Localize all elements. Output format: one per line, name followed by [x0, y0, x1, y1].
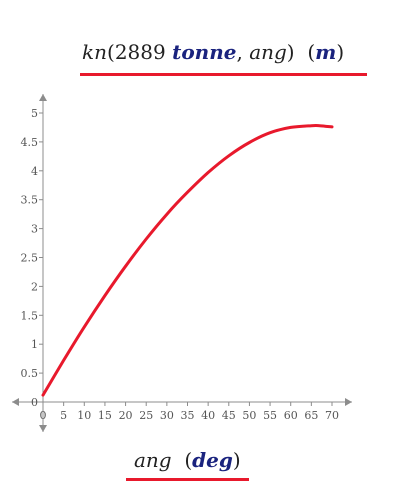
y-tick-label: 3.5 [21, 194, 39, 207]
y-label-unit-tonne: tonne [172, 40, 237, 64]
x-label-var: ang [134, 448, 172, 472]
y-label-close: ) [286, 40, 295, 64]
y-tick-label: 1 [31, 338, 38, 351]
y-axis-label: kn(2889 tonne, ang) (m) [82, 40, 344, 64]
x-axis-arrow-right [345, 398, 352, 406]
x-tick-label: 20 [119, 409, 133, 422]
y-axis-arrow-down [39, 425, 47, 432]
y-tick-label: 5 [31, 107, 38, 120]
y-label-unit: m [315, 40, 337, 64]
series-group [41, 124, 334, 397]
y-tick-label: 2.5 [21, 252, 39, 265]
x-label-unit: deg [192, 448, 233, 472]
y-tick-label: 4 [31, 165, 38, 178]
x-label-unit-open: ( [184, 448, 193, 472]
y-label-func: kn [82, 40, 107, 64]
series-line [41, 124, 334, 397]
y-label-open: ( [107, 40, 115, 64]
x-tick-label: 30 [160, 409, 174, 422]
x-tick-label: 35 [181, 409, 195, 422]
x-tick-label: 55 [263, 409, 277, 422]
chart-axes [12, 94, 352, 432]
y-tick-label: 0 [31, 396, 38, 409]
x-tick-label: 10 [77, 409, 91, 422]
x-tick-label: 65 [304, 409, 318, 422]
y-tick-label: 2 [31, 280, 38, 293]
x-label-underline [126, 478, 249, 481]
y-label-number: 2889 [114, 40, 166, 64]
x-tick-label: 5 [60, 409, 67, 422]
x-tick-label: 45 [222, 409, 236, 422]
x-axis-arrow-left [12, 398, 19, 406]
x-tick-label: 15 [98, 409, 112, 422]
x-tick-label: 40 [201, 409, 215, 422]
x-tick-label: 70 [325, 409, 339, 422]
y-tick-label: 3 [31, 223, 38, 236]
y-tick-label: 4.5 [21, 136, 39, 149]
y-label-underline [80, 73, 367, 76]
y-label-unit-close: ) [336, 40, 345, 64]
y-tick-label: 1.5 [21, 309, 39, 322]
y-label-arg: ang [249, 40, 287, 64]
x-label-unit-close: ) [232, 448, 241, 472]
y-tick-group: 0 0.5 1 1.5 2 2.5 3 3.5 4 4.5 5 [21, 107, 43, 409]
x-tick-label: 60 [284, 409, 298, 422]
x-tick-label: 0 [40, 409, 47, 422]
y-axis-arrow-up [39, 94, 47, 101]
x-tick-group: 0 5 10 15 20 25 30 35 40 45 50 55 60 65 70 [40, 402, 339, 422]
y-label-unit-open: ( [307, 40, 316, 64]
x-tick-label: 25 [139, 409, 153, 422]
x-tick-label: 50 [242, 409, 256, 422]
y-tick-label: 0.5 [21, 367, 39, 380]
x-axis-label: ang (deg) [134, 448, 241, 472]
y-label-sep: , [236, 40, 250, 64]
